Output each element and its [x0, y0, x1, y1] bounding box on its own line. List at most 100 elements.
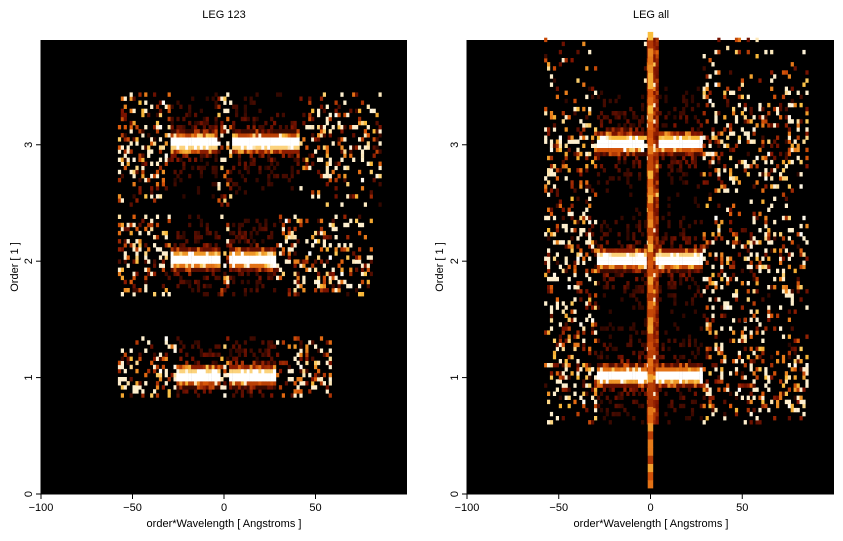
- heatmap-cell: [235, 182, 239, 187]
- heatmap-cell: [696, 375, 700, 380]
- heatmap-cell: [305, 125, 309, 130]
- heatmap-cell: [708, 58, 712, 63]
- heatmap-cell: [126, 145, 130, 150]
- heatmap-cell: [349, 271, 353, 277]
- heatmap-cell: [170, 120, 174, 126]
- heatmap-cell: [173, 137, 177, 142]
- heatmap-cell: [252, 372, 256, 378]
- heatmap-cell: [334, 177, 338, 183]
- heatmap-cell: [267, 360, 271, 366]
- heatmap-cell: [643, 375, 648, 380]
- heatmap-cell: [270, 381, 274, 386]
- heatmap-cell: [366, 161, 370, 166]
- heatmap-cell: [360, 267, 365, 272]
- heatmap-cell: [726, 207, 730, 212]
- heatmap-cell: [214, 352, 218, 357]
- heatmap-cell: [652, 354, 656, 360]
- heatmap-cell: [670, 256, 674, 261]
- heatmap-cell: [337, 125, 341, 130]
- heatmap-cell: [623, 248, 627, 253]
- heatmap-cell: [711, 102, 715, 108]
- heatmap-cell: [328, 235, 332, 240]
- heatmap-cell: [655, 317, 659, 322]
- heatmap-cell: [638, 172, 642, 177]
- heatmap-cell: [179, 385, 183, 390]
- heatmap-cell: [676, 387, 680, 392]
- heatmap-cell: [261, 368, 265, 374]
- heatmap-cell: [202, 368, 206, 374]
- heatmap-cell: [267, 145, 271, 150]
- heatmap-cell: [761, 359, 765, 364]
- heatmap-cell: [287, 377, 291, 382]
- heatmap-cell: [164, 161, 168, 166]
- heatmap-cell: [144, 194, 148, 199]
- heatmap-cell: [217, 263, 221, 268]
- heatmap-cell: [664, 375, 668, 380]
- heatmap-cell: [164, 186, 168, 191]
- heatmap-cell: [564, 151, 568, 157]
- heatmap-cell: [328, 129, 332, 134]
- heatmap-cell: [188, 108, 192, 114]
- heatmap-cell: [573, 139, 577, 144]
- heatmap-cell: [117, 198, 122, 203]
- heatmap-cell: [770, 86, 774, 91]
- zero-order-streak-cell: [647, 235, 654, 244]
- heatmap-cell: [611, 176, 615, 181]
- zero-order-streak-cell: [647, 341, 654, 350]
- heatmap-cell: [284, 173, 288, 179]
- heatmap-cell: [144, 226, 148, 232]
- heatmap-cell: [194, 368, 198, 374]
- heatmap-cell: [661, 367, 665, 372]
- heatmap-cell: [223, 393, 227, 398]
- heatmap-cell: [138, 129, 142, 134]
- heatmap-cell: [290, 169, 294, 175]
- heatmap-cell: [544, 135, 548, 140]
- heatmap-cell: [667, 256, 671, 261]
- heatmap-cell: [652, 301, 656, 306]
- heatmap-cell: [155, 364, 160, 370]
- heatmap-cell: [185, 364, 189, 370]
- heatmap-cell: [702, 395, 706, 400]
- heatmap-cell: [652, 289, 656, 294]
- heatmap-cell: [687, 272, 692, 278]
- heatmap-cell: [779, 379, 783, 384]
- heatmap-cell: [552, 127, 557, 132]
- heatmap-cell: [179, 129, 183, 134]
- heatmap-cell: [620, 379, 624, 384]
- heatmap-cell: [117, 194, 122, 199]
- heatmap-cell: [240, 230, 244, 236]
- heatmap-cell: [150, 360, 154, 366]
- heatmap-cell: [147, 368, 151, 374]
- heatmap-cell: [196, 141, 201, 146]
- heatmap-cell: [220, 385, 224, 390]
- heatmap-cell: [761, 199, 765, 204]
- heatmap-cell: [743, 334, 747, 339]
- heatmap-cell: [608, 228, 612, 233]
- heatmap-cell: [664, 248, 668, 253]
- heatmap-cell: [667, 223, 671, 229]
- heatmap-cell: [679, 379, 683, 384]
- heatmap-cell: [623, 135, 627, 140]
- heatmap-cell: [638, 248, 642, 253]
- heatmap-cell: [558, 135, 562, 140]
- heatmap-cell: [120, 356, 124, 361]
- heatmap-cell: [787, 387, 791, 392]
- heatmap-cell: [235, 108, 239, 114]
- heatmap-cell: [153, 389, 157, 394]
- zero-order-streak-cell: [647, 186, 654, 196]
- heatmap-cell: [144, 372, 148, 378]
- heatmap-cell: [699, 260, 703, 265]
- heatmap-cell: [602, 115, 606, 120]
- heatmap-cell: [214, 251, 218, 256]
- heatmap-cell: [702, 155, 706, 161]
- heatmap-cell: [173, 385, 177, 390]
- heatmap-cell: [135, 125, 139, 130]
- heatmap-cell: [740, 395, 744, 400]
- heatmap-cell: [643, 66, 648, 71]
- heatmap-cell: [264, 129, 268, 134]
- heatmap-cell: [667, 375, 671, 380]
- heatmap-cell: [129, 202, 133, 207]
- heatmap-cell: [561, 363, 565, 368]
- heatmap-cell: [123, 385, 127, 390]
- heatmap-cell: [205, 267, 209, 272]
